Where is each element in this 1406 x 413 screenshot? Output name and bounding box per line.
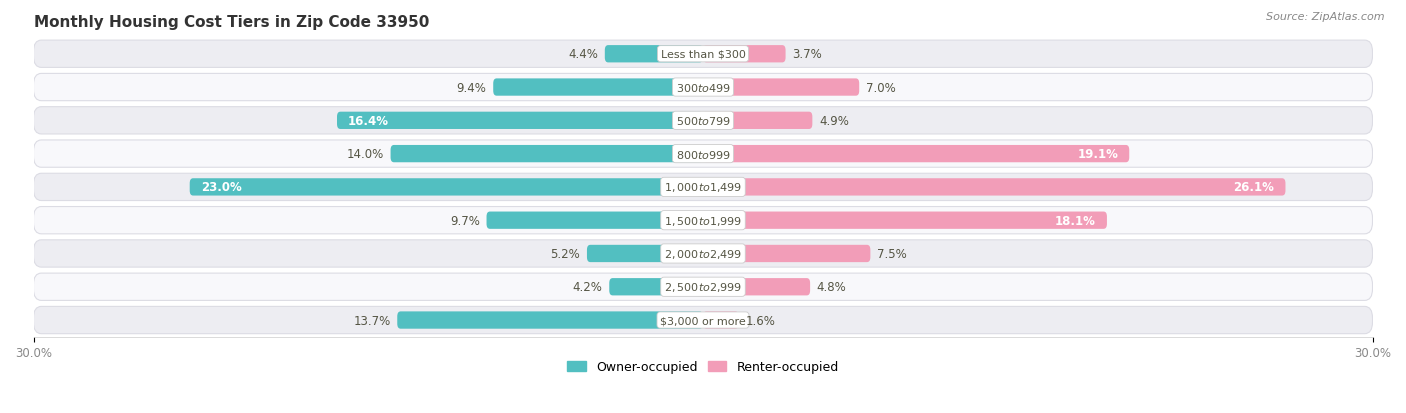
Text: $500 to $799: $500 to $799 <box>675 115 731 127</box>
FancyBboxPatch shape <box>703 112 813 130</box>
Text: 1.6%: 1.6% <box>745 314 775 327</box>
FancyBboxPatch shape <box>190 179 703 196</box>
Text: $2,500 to $2,999: $2,500 to $2,999 <box>664 280 742 294</box>
Text: $300 to $499: $300 to $499 <box>675 82 731 94</box>
FancyBboxPatch shape <box>34 41 1372 68</box>
Text: 3.7%: 3.7% <box>792 48 823 61</box>
Text: $800 to $999: $800 to $999 <box>675 148 731 160</box>
FancyBboxPatch shape <box>34 273 1372 301</box>
Legend: Owner-occupied, Renter-occupied: Owner-occupied, Renter-occupied <box>562 356 844 378</box>
FancyBboxPatch shape <box>391 146 703 163</box>
FancyBboxPatch shape <box>486 212 703 229</box>
Text: 5.2%: 5.2% <box>551 247 581 260</box>
FancyBboxPatch shape <box>703 312 738 329</box>
FancyBboxPatch shape <box>34 240 1372 268</box>
Text: 16.4%: 16.4% <box>349 114 389 128</box>
Text: Source: ZipAtlas.com: Source: ZipAtlas.com <box>1267 12 1385 22</box>
Text: $2,000 to $2,499: $2,000 to $2,499 <box>664 247 742 260</box>
FancyBboxPatch shape <box>34 207 1372 234</box>
Text: Less than $300: Less than $300 <box>661 50 745 59</box>
FancyBboxPatch shape <box>34 174 1372 201</box>
Text: 14.0%: 14.0% <box>347 148 384 161</box>
FancyBboxPatch shape <box>703 212 1107 229</box>
FancyBboxPatch shape <box>494 79 703 97</box>
Text: Monthly Housing Cost Tiers in Zip Code 33950: Monthly Housing Cost Tiers in Zip Code 3… <box>34 15 429 30</box>
FancyBboxPatch shape <box>605 46 703 63</box>
Text: 7.5%: 7.5% <box>877 247 907 260</box>
Text: 19.1%: 19.1% <box>1077 148 1118 161</box>
Text: 7.0%: 7.0% <box>866 81 896 94</box>
Text: 4.8%: 4.8% <box>817 280 846 294</box>
FancyBboxPatch shape <box>703 46 786 63</box>
FancyBboxPatch shape <box>337 112 703 130</box>
Text: 4.2%: 4.2% <box>572 280 603 294</box>
Text: 4.9%: 4.9% <box>820 114 849 128</box>
FancyBboxPatch shape <box>34 74 1372 102</box>
Text: 9.4%: 9.4% <box>457 81 486 94</box>
Text: 4.4%: 4.4% <box>568 48 598 61</box>
Text: 23.0%: 23.0% <box>201 181 242 194</box>
FancyBboxPatch shape <box>34 107 1372 135</box>
FancyBboxPatch shape <box>34 306 1372 334</box>
Text: 26.1%: 26.1% <box>1233 181 1274 194</box>
FancyBboxPatch shape <box>609 278 703 296</box>
FancyBboxPatch shape <box>703 79 859 97</box>
Text: $1,500 to $1,999: $1,500 to $1,999 <box>664 214 742 227</box>
Text: 13.7%: 13.7% <box>353 314 391 327</box>
Text: 18.1%: 18.1% <box>1054 214 1095 227</box>
Text: $3,000 or more: $3,000 or more <box>661 315 745 325</box>
Text: 9.7%: 9.7% <box>450 214 479 227</box>
FancyBboxPatch shape <box>703 245 870 263</box>
Text: $1,000 to $1,499: $1,000 to $1,499 <box>664 181 742 194</box>
FancyBboxPatch shape <box>586 245 703 263</box>
FancyBboxPatch shape <box>703 146 1129 163</box>
FancyBboxPatch shape <box>398 312 703 329</box>
FancyBboxPatch shape <box>703 278 810 296</box>
FancyBboxPatch shape <box>703 179 1285 196</box>
FancyBboxPatch shape <box>34 140 1372 168</box>
